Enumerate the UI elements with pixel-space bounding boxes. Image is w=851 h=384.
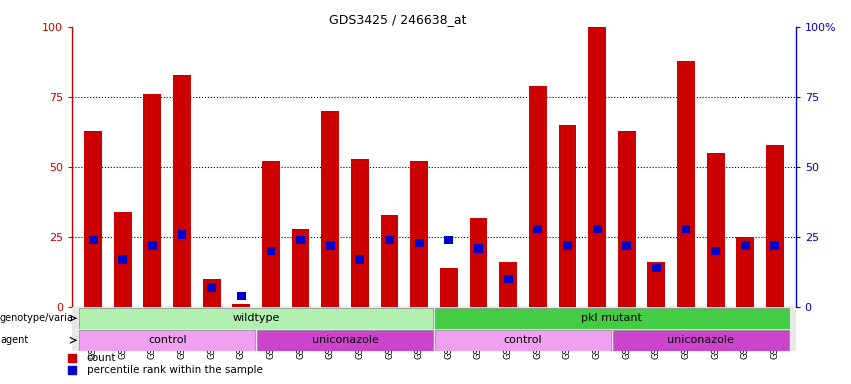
Text: wildtype: wildtype	[232, 313, 280, 323]
Bar	[588, 27, 606, 307]
Text: genotype/variation: genotype/variation	[0, 313, 93, 323]
Bar	[528, 86, 546, 307]
Bar	[118, 255, 127, 264]
Bar	[292, 229, 310, 307]
Bar	[257, 330, 433, 351]
Bar	[444, 236, 454, 244]
Bar	[322, 111, 340, 307]
Bar	[203, 279, 220, 307]
Bar	[232, 305, 250, 307]
Text: control: control	[148, 335, 186, 345]
Bar	[500, 262, 517, 307]
Bar	[351, 159, 368, 307]
Bar	[148, 242, 157, 250]
Title: GDS3425 / 246638_at: GDS3425 / 246638_at	[329, 13, 466, 26]
Bar	[682, 225, 690, 233]
Bar	[534, 225, 542, 233]
Bar	[648, 262, 665, 307]
Bar	[414, 238, 424, 247]
Bar	[296, 236, 305, 244]
Bar	[79, 330, 255, 351]
Bar	[652, 264, 660, 272]
Bar	[711, 247, 720, 255]
Bar	[144, 94, 162, 307]
Bar	[440, 268, 458, 307]
Bar	[504, 275, 512, 283]
Bar	[326, 242, 334, 250]
Text: agent: agent	[0, 335, 28, 345]
Text: uniconazole: uniconazole	[311, 335, 379, 345]
Bar	[766, 145, 784, 307]
Text: count: count	[87, 353, 117, 362]
Bar	[592, 225, 602, 233]
Text: pkl mutant: pkl mutant	[581, 313, 643, 323]
Bar	[173, 74, 191, 307]
Bar	[386, 236, 394, 244]
Bar	[79, 308, 433, 329]
Bar	[435, 308, 789, 329]
Bar	[178, 230, 186, 238]
Text: control: control	[504, 335, 542, 345]
Bar	[380, 215, 398, 307]
Bar	[613, 330, 789, 351]
Bar	[618, 131, 636, 307]
Bar	[410, 161, 428, 307]
Bar	[208, 283, 216, 292]
Bar	[736, 237, 754, 307]
Bar	[563, 242, 572, 250]
Bar	[435, 330, 611, 351]
Bar	[741, 242, 750, 250]
Bar	[677, 61, 695, 307]
Bar	[84, 131, 102, 307]
Bar	[114, 212, 132, 307]
Bar	[474, 244, 483, 253]
Bar	[266, 247, 276, 255]
Text: uniconazole: uniconazole	[667, 335, 734, 345]
Bar	[237, 292, 246, 300]
Bar	[262, 161, 280, 307]
Bar	[89, 236, 98, 244]
Bar	[706, 153, 724, 307]
Text: percentile rank within the sample: percentile rank within the sample	[87, 365, 263, 375]
Bar	[770, 242, 780, 250]
Bar	[470, 217, 488, 307]
Bar	[622, 242, 631, 250]
Bar	[558, 125, 576, 307]
Bar	[356, 255, 364, 264]
